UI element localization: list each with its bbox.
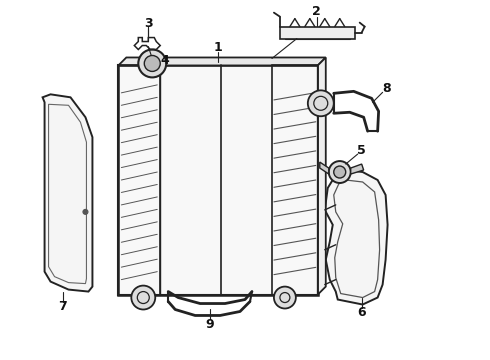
Circle shape: [131, 285, 155, 310]
Text: 9: 9: [206, 318, 215, 331]
Text: 5: 5: [357, 144, 366, 157]
Text: 1: 1: [214, 41, 222, 54]
Circle shape: [274, 287, 296, 309]
Polygon shape: [318, 58, 326, 294]
Polygon shape: [280, 27, 355, 39]
Text: 7: 7: [58, 300, 67, 313]
Text: 8: 8: [382, 82, 391, 95]
Text: 2: 2: [313, 5, 321, 18]
Polygon shape: [119, 58, 326, 66]
Text: 3: 3: [144, 17, 152, 30]
Circle shape: [138, 50, 166, 77]
Circle shape: [329, 161, 351, 183]
Text: 6: 6: [357, 306, 366, 319]
Polygon shape: [43, 94, 93, 292]
Polygon shape: [325, 170, 388, 305]
Polygon shape: [320, 162, 329, 174]
Polygon shape: [351, 164, 364, 174]
Polygon shape: [119, 66, 318, 294]
Circle shape: [83, 210, 88, 214]
Circle shape: [308, 90, 334, 116]
Circle shape: [144, 55, 160, 71]
Circle shape: [334, 166, 346, 178]
Text: 4: 4: [161, 54, 170, 67]
